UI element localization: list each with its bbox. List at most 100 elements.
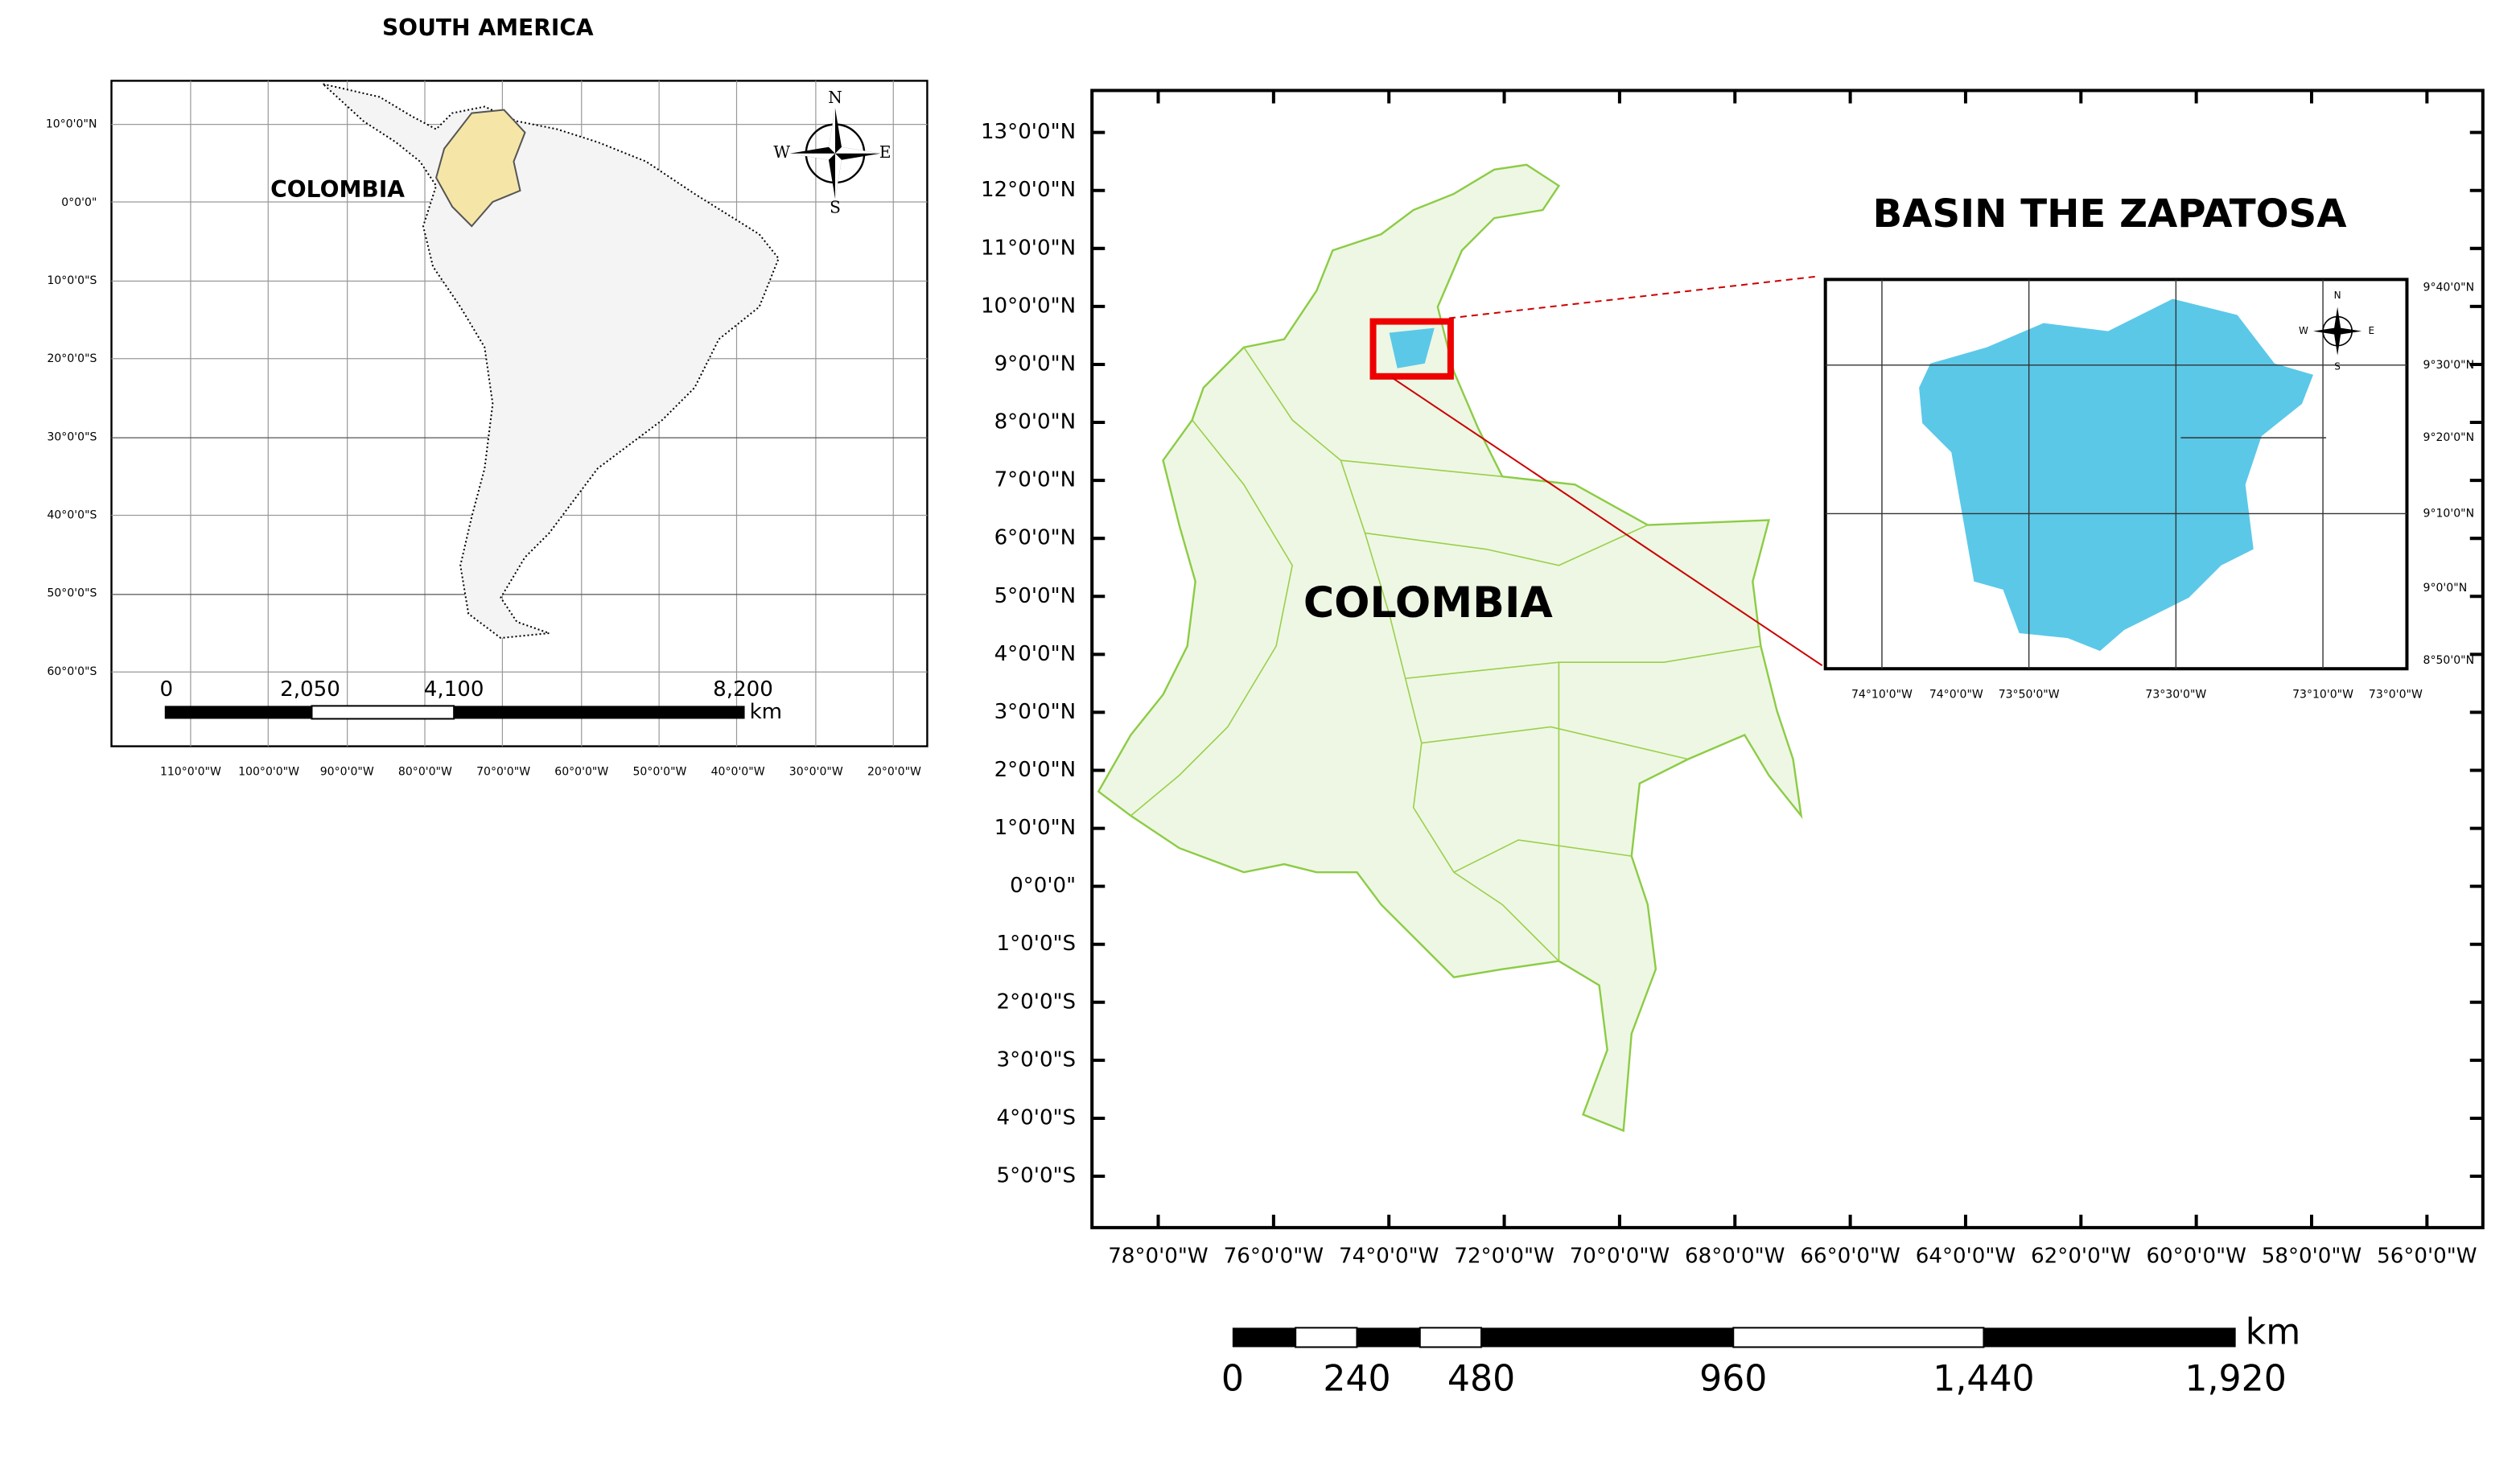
inset-lat-label: 9°40'0"N xyxy=(2423,281,2475,294)
connector-line xyxy=(1392,377,1823,667)
inset-lat-label: 9°10'0"N xyxy=(2423,507,2475,520)
inset-lon-label: 73°50'0"W xyxy=(1999,688,2060,701)
sa-lat-label: 40°0'0"S xyxy=(47,508,97,521)
scale-label: 480 xyxy=(1447,1359,1515,1400)
lon-label: 58°0'0"W xyxy=(2262,1245,2361,1269)
lat-label: 12°0'0"N xyxy=(981,178,1076,202)
inset-title: BASIN THE ZAPATOSA xyxy=(1873,191,2348,237)
sa-graticule xyxy=(111,80,928,747)
lat-label: 4°0'0"N xyxy=(994,642,1077,666)
lat-label: 9°0'0"N xyxy=(994,352,1077,376)
colombia-landmass xyxy=(1097,163,1803,1133)
sa-title: SOUTH AMERICA xyxy=(382,14,594,41)
sa-lon-label: 80°0'0"W xyxy=(398,766,452,779)
compass-letter: S xyxy=(830,198,841,217)
basin-locator xyxy=(1389,327,1435,368)
lat-label: 7°0'0"N xyxy=(994,468,1077,492)
inset-lon-label: 74°10'0"W xyxy=(1851,688,1913,701)
inset-lat-label: 9°20'0"N xyxy=(2423,431,2475,444)
sa-scale-label: 0 xyxy=(159,677,173,702)
inset-graticule xyxy=(1825,279,2407,669)
lat-label: 5°0'0"S xyxy=(997,1164,1077,1188)
lat-label: 1°0'0"S xyxy=(997,932,1077,956)
lon-label: 60°0'0"W xyxy=(2146,1245,2246,1269)
lon-label: 78°0'0"W xyxy=(1108,1245,1208,1269)
inset-lon-label: 73°10'0"W xyxy=(2292,688,2353,701)
lat-label: 13°0'0"N xyxy=(981,120,1076,144)
sa-country-label: COLOMBIA xyxy=(270,176,405,203)
sa-lon-label: 30°0'0"W xyxy=(789,766,843,779)
connector-line xyxy=(1448,275,1819,319)
lat-label: 2°0'0"S xyxy=(997,990,1077,1014)
basin-locator-box xyxy=(1369,318,1454,380)
sa-lon-label: 40°0'0"W xyxy=(711,766,765,779)
south-america-landmass xyxy=(320,82,780,640)
basin xyxy=(1919,298,2314,652)
colombia-label: COLOMBIA xyxy=(1303,579,1554,628)
lat-label: 3°0'0"S xyxy=(997,1047,1077,1072)
colombia-highlight xyxy=(434,109,526,228)
sa-compass xyxy=(789,108,881,199)
sa-lon-label: 90°0'0"W xyxy=(320,766,374,779)
compass-letter: S xyxy=(2334,360,2341,372)
sa-scale-label: 4,100 xyxy=(424,677,484,702)
lat-label: 10°0'0"N xyxy=(981,294,1076,318)
compass-letter: N xyxy=(828,88,842,107)
sa-lat-label: 30°0'0"S xyxy=(47,430,97,443)
lat-label: 8°0'0"N xyxy=(994,410,1077,434)
scale-label: 240 xyxy=(1323,1359,1390,1400)
sa-lon-label: 20°0'0"W xyxy=(867,766,921,779)
sa-lon-label: 110°0'0"W xyxy=(160,766,221,779)
scale-label: 0 xyxy=(1221,1359,1244,1400)
sa-lon-label: 70°0'0"W xyxy=(476,766,530,779)
scale-unit: km xyxy=(2246,1311,2301,1352)
sa-lat-label: 0°0'0" xyxy=(61,196,97,209)
lat-label: 3°0'0"N xyxy=(994,700,1077,724)
sa-lat-label: 50°0'0"S xyxy=(47,587,97,600)
lon-label: 74°0'0"W xyxy=(1339,1245,1439,1269)
sa-lon-label: 60°0'0"W xyxy=(554,766,608,779)
lon-label: 66°0'0"W xyxy=(1800,1245,1900,1269)
colombia-departments xyxy=(1130,347,1761,962)
lon-label: 72°0'0"W xyxy=(1454,1245,1554,1269)
inset-lat-label: 8°50'0"N xyxy=(2423,654,2475,667)
compass-letter: W xyxy=(2299,325,2308,336)
sa-lat-label: 10°0'0"N xyxy=(46,118,97,131)
lon-label: 56°0'0"W xyxy=(2377,1245,2477,1269)
sa-lon-label: 100°0'0"W xyxy=(238,766,299,779)
compass-letter: W xyxy=(773,142,790,162)
inset-compass xyxy=(2313,307,2362,356)
sa-scale-bar xyxy=(164,705,745,720)
colombia-scale-bar xyxy=(1232,1327,2236,1348)
lon-label: 62°0'0"W xyxy=(2031,1245,2131,1269)
sa-scale-unit: km xyxy=(750,700,783,724)
sa-lat-label: 60°0'0"S xyxy=(47,665,97,678)
compass-letter: E xyxy=(879,142,891,162)
inset-lat-label: 9°0'0"N xyxy=(2423,582,2468,595)
sa-scale-label: 2,050 xyxy=(280,677,340,702)
sa-scale-label: 8,200 xyxy=(713,677,773,702)
inset-lon-label: 73°30'0"W xyxy=(2145,688,2206,701)
sa-lon-label: 50°0'0"W xyxy=(632,766,686,779)
lon-label: 70°0'0"W xyxy=(1570,1245,1670,1269)
sa-lat-label: 20°0'0"S xyxy=(47,352,97,365)
inset-lat-label: 9°30'0"N xyxy=(2423,359,2475,372)
lat-label: 1°0'0"N xyxy=(994,816,1077,840)
scale-label: 960 xyxy=(1699,1359,1767,1400)
lat-label: 6°0'0"N xyxy=(994,526,1077,550)
inset-lon-label: 73°0'0"W xyxy=(2369,688,2423,701)
lat-label: 2°0'0"N xyxy=(994,758,1077,782)
lat-label: 11°0'0"N xyxy=(981,236,1076,260)
sa-lat-label: 10°0'0"S xyxy=(47,274,97,287)
compass-letter: E xyxy=(2368,325,2374,336)
lat-label: 5°0'0"N xyxy=(994,584,1077,608)
lon-label: 64°0'0"W xyxy=(1916,1245,2016,1269)
compass-letter: N xyxy=(2334,290,2341,301)
lon-label: 68°0'0"W xyxy=(1685,1245,1785,1269)
labels: 10°0'0"N 0°0'0" 10°0'0"S 20°0'0"S 30°0'0"S 40… xyxy=(46,88,2483,1400)
inset-lon-label: 74°0'0"W xyxy=(1929,688,1983,701)
lat-label: 4°0'0"S xyxy=(997,1105,1077,1130)
lat-label: 0°0'0" xyxy=(1010,874,1076,898)
lon-label: 76°0'0"W xyxy=(1224,1245,1324,1269)
scale-label: 1,920 xyxy=(2184,1359,2286,1400)
